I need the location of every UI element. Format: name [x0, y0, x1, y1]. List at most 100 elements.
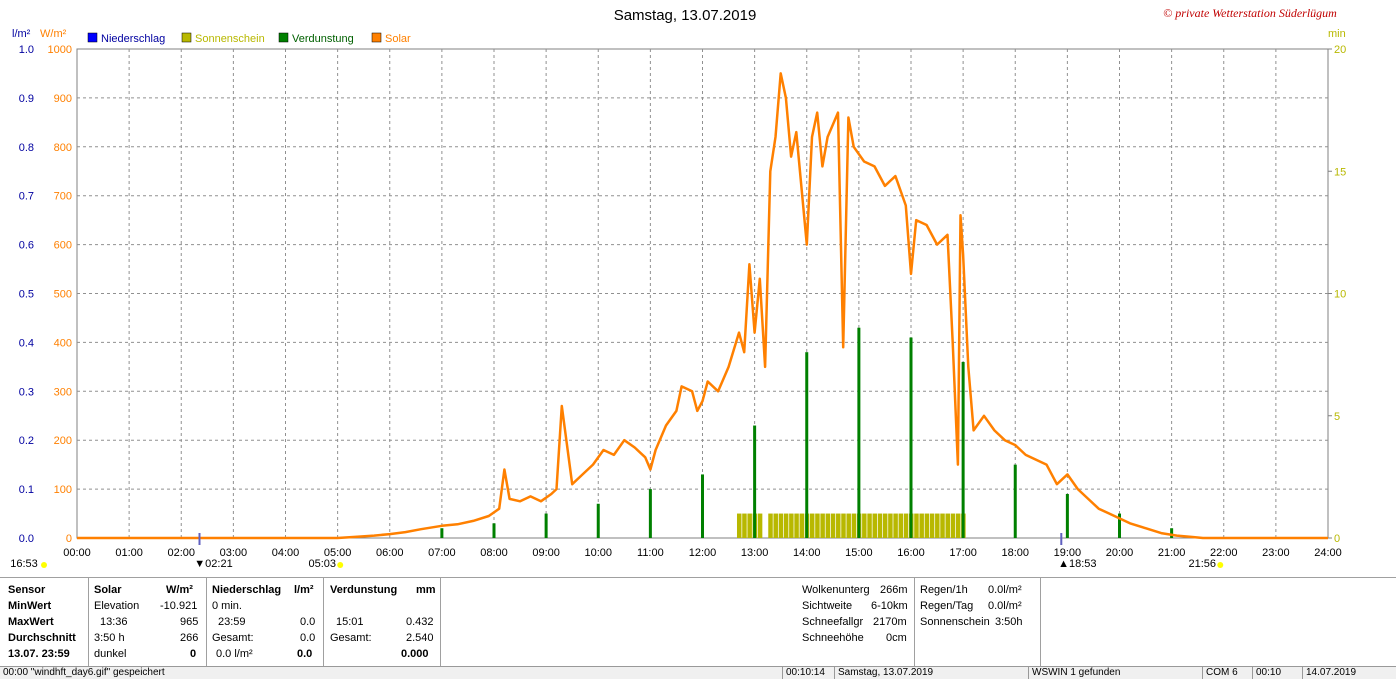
- sunshine-bar-35: [924, 513, 930, 538]
- y-tick-solar-6: 600: [54, 240, 72, 252]
- legend-swatch-2: [278, 32, 289, 43]
- evap-bar-7: [805, 352, 809, 538]
- evap-r2b: 0.432: [406, 616, 434, 628]
- status-clock: 00:10: [1252, 667, 1302, 679]
- sunshine-bar-14: [815, 513, 820, 538]
- y-tick-solar-2: 200: [54, 435, 72, 447]
- y-tick-solar-0: 0: [66, 533, 72, 545]
- legend-label-1: Sonnenschein: [195, 33, 265, 45]
- axis-unit-solar: W/m²: [40, 28, 67, 40]
- sunshine-bar-31: [903, 513, 909, 538]
- status-message: 00:00 "windhft_day6.gif" gespeichert: [3, 667, 165, 678]
- sunshine-bar-4: [757, 513, 763, 538]
- sunrise-time: 05:03: [308, 558, 336, 570]
- rain-r4a: 0.0 l/m²: [216, 648, 253, 660]
- header-evap-unit: mm: [416, 584, 436, 596]
- y-tick-rain-3: 0.3: [19, 386, 34, 398]
- moon-b-time: ▲18:53: [1058, 558, 1096, 570]
- status-date: Samstag, 13.07.2019: [834, 667, 1028, 679]
- solar-r4a: dunkel: [94, 648, 127, 660]
- solar-r3a: 3:50 h: [94, 632, 125, 644]
- sunshine-bar-1: [742, 513, 747, 538]
- rain-r3b: 0.0: [300, 632, 316, 644]
- cloud-v3: 2170m: [873, 616, 907, 628]
- x-tick-21: 21:00: [1158, 547, 1186, 559]
- sunshine-l3: Sonnenschein: [920, 616, 990, 628]
- y-tick-rain-4: 0.4: [19, 337, 34, 349]
- label-durchschnitt: Durchschnitt: [8, 632, 76, 644]
- legend-label-3: Solar: [385, 33, 411, 45]
- sunshine-bar-8: [783, 513, 789, 538]
- y-tick-sun-1: 5: [1334, 411, 1340, 423]
- legend-label-0: Niederschlag: [101, 33, 165, 45]
- sunshine-bar-39: [945, 513, 950, 538]
- sunshine-bar-6: [773, 513, 778, 538]
- sunshine-bar-37: [935, 513, 940, 538]
- sunshine-bar-21: [851, 513, 857, 538]
- sunshine-bar-36: [929, 513, 935, 538]
- sunset-dot: [1217, 562, 1224, 568]
- x-tick-8: 08:00: [480, 547, 508, 559]
- header-rain-unit: l/m²: [294, 584, 314, 596]
- sunshine-v3: 3:50h: [995, 616, 1023, 628]
- rain-rate-v2: 0.0l/m²: [988, 600, 1022, 612]
- solar-r2b: 965: [180, 616, 199, 628]
- evap-bar-2: [544, 513, 548, 538]
- header-sensor: Sensor: [8, 584, 46, 596]
- evap-bar-6: [753, 425, 757, 538]
- cloud-v2: 6-10km: [871, 600, 908, 612]
- y-tick-rain-0: 0.0: [19, 533, 34, 545]
- cloud-l3: Schneefallgr: [802, 616, 864, 628]
- sunshine-bar-28: [888, 513, 893, 538]
- sunset-time: 21:56: [1189, 558, 1217, 570]
- solar-series: [77, 72, 1328, 540]
- x-tick-5: 05:00: [324, 547, 352, 559]
- evap-bar-9: [909, 337, 913, 538]
- sunshine-bar-33: [914, 513, 919, 538]
- legend-swatch-0: [87, 32, 98, 43]
- moonrise-time: 16:53: [10, 558, 38, 570]
- evap-bar-5: [701, 474, 704, 538]
- sunshine-bar-7: [778, 513, 784, 538]
- evaporation-series: [440, 327, 1174, 538]
- status-bar: 00:00 "windhft_day6.gif" gespeichert 00:…: [0, 666, 1396, 679]
- rain-r2b: 0.0: [300, 616, 316, 628]
- sunshine-bar-19: [841, 513, 846, 538]
- rain-r1a: 0 min.: [212, 600, 242, 612]
- y-axis-ticks: 0.00.10.20.30.40.50.60.70.80.91.00100200…: [19, 44, 1347, 545]
- x-tick-14: 14:00: [793, 547, 821, 559]
- sunshine-bar-18: [836, 513, 841, 538]
- weather-chart: Samstag, 13.07.2019 © private Wetterstat…: [10, 6, 1347, 570]
- solar-r2a: 13:36: [100, 616, 128, 628]
- solar-r1b: -10.921: [160, 600, 198, 612]
- y-tick-rain-6: 0.6: [19, 240, 34, 252]
- y-tick-rain-10: 1.0: [19, 44, 34, 56]
- evap-bar-0: [440, 528, 444, 538]
- solar-r3b: 266: [180, 632, 199, 644]
- x-tick-2: 02:00: [167, 547, 195, 559]
- sunshine-bar-0: [736, 513, 742, 538]
- rain-rate-v1: 0.0l/m²: [988, 584, 1022, 596]
- x-tick-7: 07:00: [428, 547, 456, 559]
- x-tick-9: 09:00: [532, 547, 560, 559]
- status-station: WSWIN 1 gefunden: [1028, 667, 1202, 679]
- status-time: 00:10:14: [782, 667, 834, 679]
- chart-title: Samstag, 13.07.2019: [614, 7, 757, 24]
- cloud-l1: Wolkenunterg: [802, 584, 870, 596]
- rain-r4b: 0.0: [297, 648, 313, 660]
- status-port: COM 6: [1202, 667, 1252, 679]
- y-tick-rain-8: 0.8: [19, 142, 34, 154]
- header-solar-unit: W/m²: [166, 584, 193, 596]
- y-tick-rain-9: 0.9: [19, 93, 34, 105]
- y-tick-solar-5: 500: [54, 289, 72, 301]
- sun-moon-markers: 05:03 21:56 16:53 ▼02:21 ▲18:53: [10, 533, 1224, 570]
- sunshine-bar-24: [867, 513, 872, 538]
- x-tick-16: 16:00: [897, 547, 925, 559]
- sunshine-bar-9: [789, 513, 794, 538]
- solar-r4b: 0: [190, 648, 197, 660]
- sunshine-bar-23: [862, 513, 867, 538]
- sunshine-bar-5: [768, 513, 773, 538]
- rain-rate-l1: Regen/1h: [920, 584, 968, 596]
- label-minwert: MinWert: [8, 600, 52, 612]
- evap-bar-3: [596, 503, 600, 538]
